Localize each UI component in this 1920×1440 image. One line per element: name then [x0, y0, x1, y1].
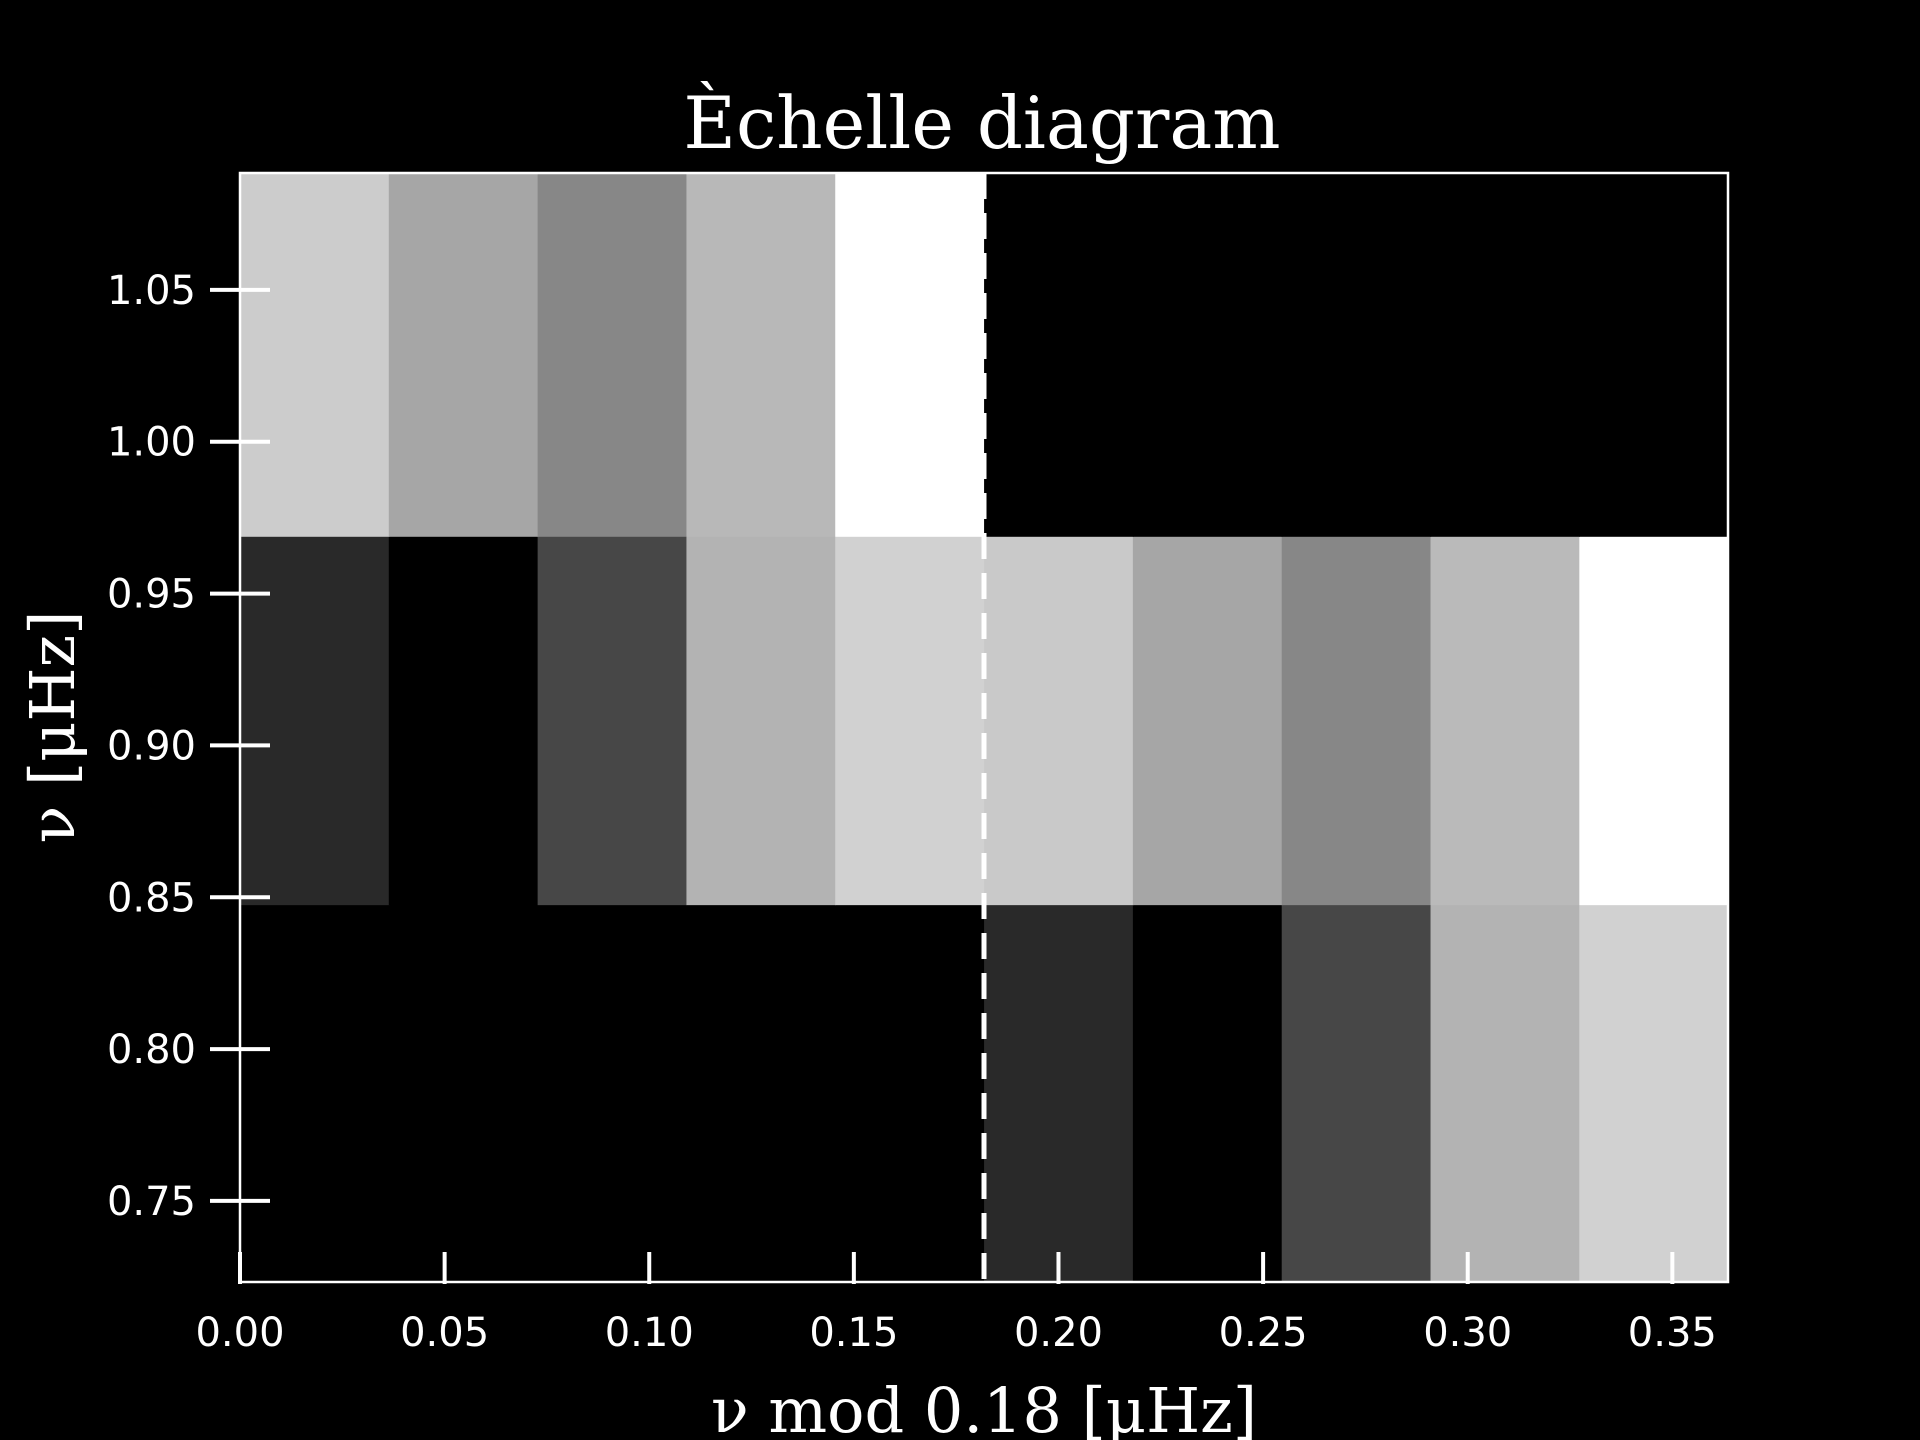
heatmap-cell [686, 904, 836, 1283]
heatmap-cell [1579, 536, 1729, 906]
heatmap-cell [388, 904, 539, 1283]
x-tick-label: 0.15 [809, 1310, 898, 1356]
heatmap-cell [537, 536, 688, 906]
heatmap-cell [686, 536, 836, 906]
x-tick-label: 0.20 [1014, 1310, 1103, 1356]
heatmap-cell [1579, 173, 1729, 537]
heatmap-cell [1430, 904, 1580, 1283]
heatmap-cell [984, 536, 1134, 906]
y-tick-label: 0.90 [107, 723, 196, 769]
heatmap-cell [1281, 536, 1432, 906]
heatmap-cell [240, 536, 390, 906]
heatmap-cell [835, 173, 985, 537]
x-tick-label: 0.10 [605, 1310, 694, 1356]
x-tick-label: 0.30 [1423, 1310, 1512, 1356]
y-tick-label: 0.80 [107, 1027, 196, 1073]
heatmap-cell [1132, 173, 1283, 537]
heatmap-cell [686, 173, 836, 537]
heatmap-cell [537, 904, 688, 1283]
y-tick-label: 0.95 [107, 572, 196, 618]
x-axis-label: ν mod 0.18 [μHz] [711, 1374, 1257, 1440]
heatmap-cell [388, 173, 539, 537]
x-axis-ticks: 0.00 0.05 0.10 0.15 0.20 0.25 0.30 0.35 [195, 1252, 1717, 1356]
y-tick-label: 1.00 [107, 420, 196, 466]
y-tick-label: 1.05 [107, 268, 196, 314]
heatmap-cells [240, 173, 1729, 1283]
x-tick-label: 0.05 [400, 1310, 489, 1356]
heatmap-cell [1579, 904, 1729, 1283]
heatmap-cell [835, 536, 985, 906]
heatmap-cell [984, 173, 1134, 537]
heatmap-cell [1430, 536, 1580, 906]
y-tick-label: 0.75 [107, 1179, 196, 1225]
y-tick-label: 0.85 [107, 875, 196, 921]
heatmap-cell [835, 904, 985, 1283]
heatmap-cell [1281, 173, 1432, 537]
heatmap-cell [1281, 904, 1432, 1283]
heatmap-cell [984, 904, 1134, 1283]
x-tick-label: 0.25 [1219, 1310, 1308, 1356]
heatmap-cell [1132, 904, 1283, 1283]
heatmap-cell [537, 173, 688, 537]
x-tick-label: 0.35 [1628, 1310, 1717, 1356]
heatmap-cell [388, 536, 539, 906]
chart-title: Èchelle diagram [683, 80, 1280, 165]
y-axis-ticks: 0.75 0.80 0.85 0.90 0.95 1.00 1.05 [107, 268, 270, 1225]
heatmap-cell [1430, 173, 1580, 537]
heatmap-cell [240, 904, 390, 1283]
heatmap-cell [1132, 536, 1283, 906]
plot-frame [238, 171, 1730, 1284]
x-tick-label: 0.00 [195, 1310, 284, 1356]
y-axis-label: ν [μHz] [16, 611, 89, 844]
heatmap-cell [240, 173, 390, 537]
